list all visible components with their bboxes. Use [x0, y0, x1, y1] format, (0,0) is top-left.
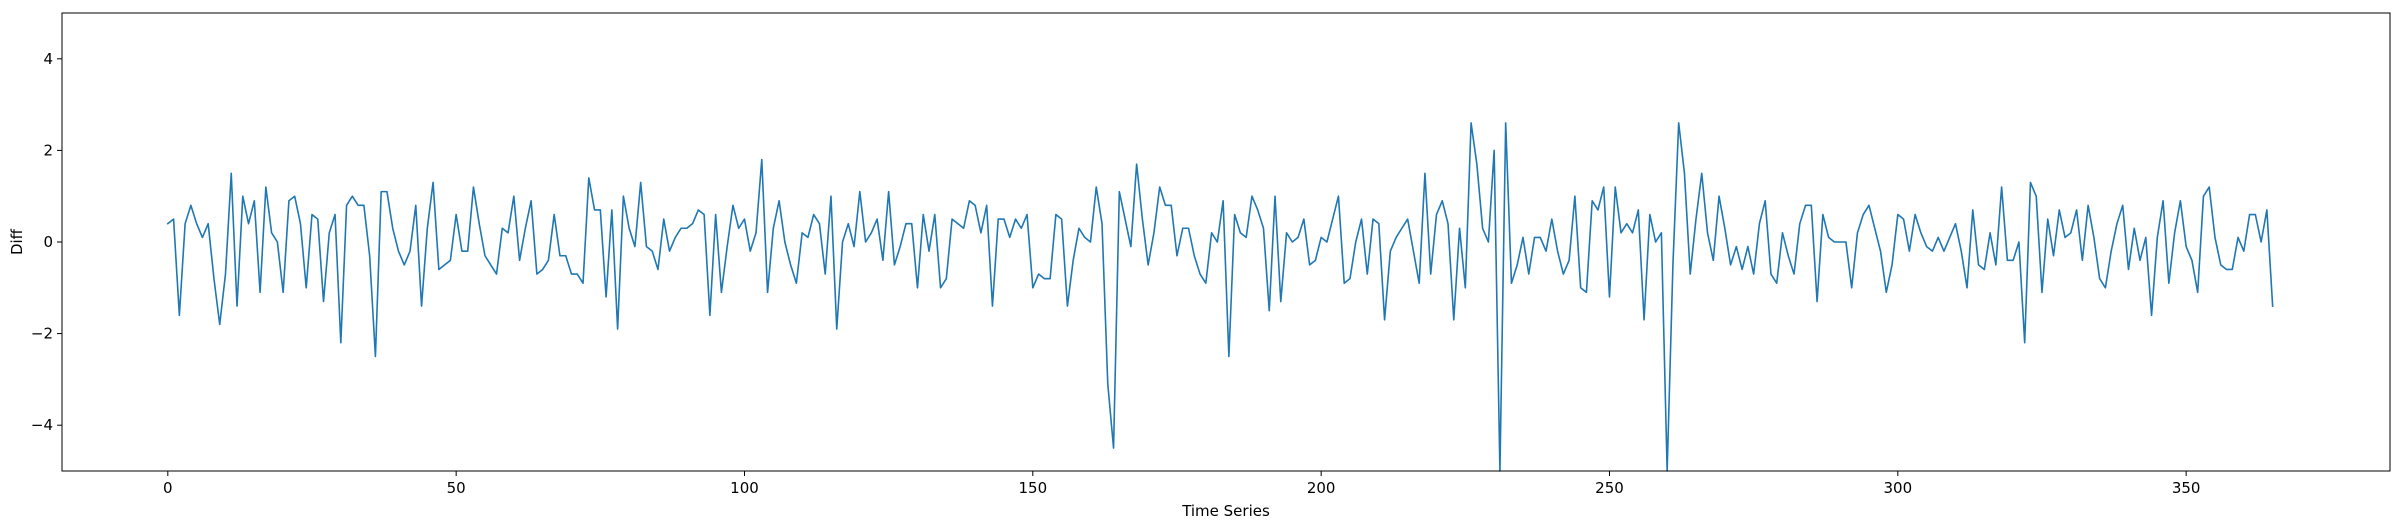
x-axis-title: Time Series: [1181, 502, 1270, 520]
y-tick-label: −2: [31, 325, 53, 343]
data-line: [166, 122, 2274, 472]
y-tick-label: −4: [31, 416, 53, 434]
x-tick-label: 350: [2172, 479, 2201, 497]
y-axis-title: Diff: [8, 228, 26, 255]
x-tick-label: 300: [1883, 479, 1912, 497]
x-tick-label: 150: [1018, 479, 1047, 497]
x-tick-label: 50: [447, 479, 466, 497]
y-tick-label: 4: [43, 50, 53, 68]
plot-area: [62, 13, 2390, 471]
y-tick-label: 0: [43, 233, 53, 251]
x-tick-label: 100: [730, 479, 759, 497]
x-axis-ticks: 0 50 100 150 200 250 300 350: [163, 471, 2200, 497]
x-tick-label: 200: [1307, 479, 1336, 497]
x-tick-label: 0: [163, 479, 173, 497]
y-tick-label: 2: [43, 141, 53, 159]
y-axis-ticks: −4 −2 0 2 4: [31, 50, 62, 434]
x-tick-label: 250: [1595, 479, 1624, 497]
plot-frame: [61, 12, 2391, 472]
